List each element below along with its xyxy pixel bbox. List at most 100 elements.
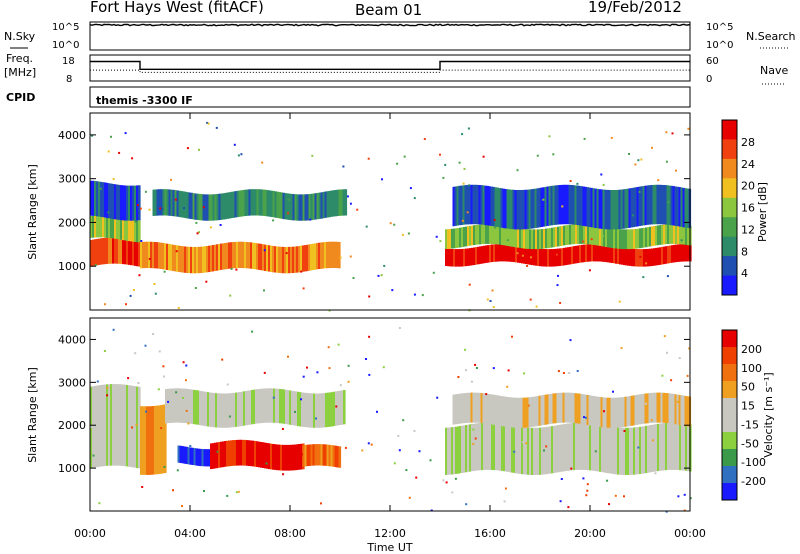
scatter-echo [263,249,266,252]
heatmap-cell [334,241,337,268]
heatmap-cell [676,394,680,425]
heatmap-cell [539,427,542,475]
heatmap-cell [557,425,560,473]
heatmap-cell [661,423,664,471]
scatter-echo [185,364,188,367]
heatmap-cell [504,396,508,427]
scatter-echo [134,352,137,355]
x-tick-label: 00:00 [74,527,106,540]
heatmap-cell [324,444,328,466]
heatmap-cell [629,427,632,475]
heatmap-cell [456,186,460,226]
scatter-echo [642,276,645,279]
heatmap-cell [306,194,310,221]
heatmap-cell [501,423,504,471]
heatmap-cell [465,425,468,473]
scatter-echo [182,361,185,364]
heatmap-cell [608,397,612,428]
y-tick-label: 1000 [58,462,86,475]
colorbar-swatch [722,347,737,365]
heatmap-cell [653,248,656,266]
heatmap-cell [532,396,536,427]
scatter-echo [285,252,288,255]
scatter-echo [530,256,532,259]
heatmap-cell [308,244,311,271]
scatter-echo [398,327,401,329]
heatmap-cell [499,243,502,262]
heatmap-cell [609,245,612,263]
heatmap-cell [268,443,271,470]
heatmap-cell [466,392,470,423]
heatmap-cell [507,226,510,246]
heatmap-cell [303,392,306,427]
heatmap-cell [248,242,251,269]
nsky-tick-left-bottom: 10^0 [52,40,79,51]
heatmap-cell [196,246,199,274]
scatter-echo [92,454,95,457]
scatter-echo [170,178,172,181]
heatmap-cell [122,384,125,466]
heatmap-cell [185,388,188,424]
nsky-tick-right-bottom: 10^0 [706,40,733,51]
heatmap-cell [195,390,198,425]
scatter-echo [494,226,497,229]
heatmap-cell [482,393,486,424]
heatmap-cell [671,224,674,244]
heatmap-cell [520,190,524,230]
heatmap-cell [146,406,149,475]
heatmap-cell [110,384,113,466]
scatter-echo [492,367,495,370]
scatter-echo [136,204,139,207]
heatmap-cell [156,242,159,269]
heatmap-cell [212,194,216,221]
heatmap-cell [136,220,139,243]
scatter-echo [409,187,412,190]
heatmap-cell [150,241,153,269]
heatmap-cell [554,185,558,225]
scatter-echo [300,270,303,273]
heatmap-cell [585,224,588,245]
heatmap-cell [227,393,230,428]
heatmap-cell [324,242,327,269]
heatmap-cell [623,229,626,250]
heatmap-cell [325,392,328,428]
heatmap-cell [604,397,608,428]
heatmap-cell [193,448,197,466]
heatmap-cell [617,229,620,249]
scatter-echo [468,184,471,187]
heatmap-cell [582,186,586,226]
scatter-echo [432,271,435,274]
heatmap-cell [213,393,216,428]
heatmap-cell [463,425,466,473]
heatmap-cell [526,397,530,428]
scatter-echo [439,153,441,156]
scatter-echo [415,476,418,479]
heatmap-cell [510,189,514,230]
heatmap-cell [571,246,574,264]
heatmap-cell [677,244,680,262]
heatmap-cell [116,184,119,220]
heatmap-cell [277,388,280,424]
heatmap-cell [481,422,484,471]
scatter-echo [216,450,219,453]
scatter-echo [516,169,519,172]
heatmap-cell [144,241,147,269]
heatmap-cell [474,392,478,423]
heatmap-cell [584,394,588,425]
heatmap-cell [467,226,470,246]
scatter-echo [367,157,370,160]
colorbar-swatch [722,256,737,276]
heatmap-cell [621,247,624,265]
heatmap-cell [124,384,127,467]
heatmap-cell [556,185,560,225]
heatmap-cell [254,441,257,467]
heatmap-cell [663,423,666,471]
heatmap-cell [501,225,504,245]
heatmap-cell [487,422,490,470]
heatmap-cell [262,189,266,216]
heatmap-cell [228,192,232,219]
heatmap-cell [272,246,275,273]
colorbar-swatch [722,217,737,238]
heatmap-cell [518,397,522,428]
heatmap-cell [189,389,192,424]
